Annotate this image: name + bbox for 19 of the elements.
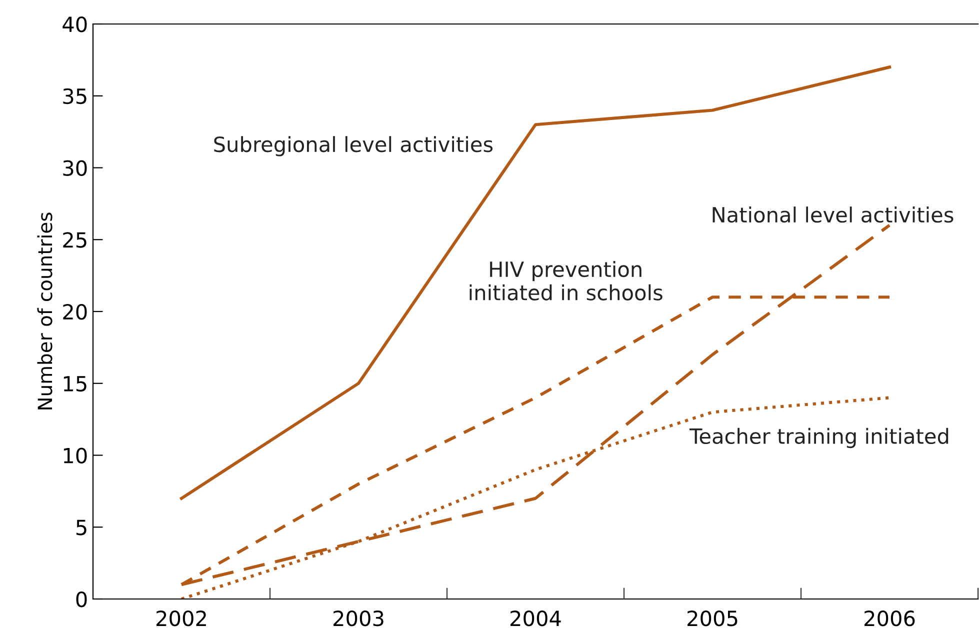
y-tick-label: 5 (76, 520, 86, 536)
y-tick-label: 25 (63, 232, 86, 248)
x-tick-label: 2002 (156, 610, 206, 626)
x-tick-label: 2006 (864, 610, 915, 626)
y-tick-label: 30 (63, 160, 87, 176)
series-label: Teacher training initiated (689, 428, 948, 448)
x-tick-label: 2003 (334, 610, 384, 626)
series-label: Subregional level activities (214, 136, 493, 156)
x-tick-label: 2005 (688, 610, 738, 626)
y-tick-label: 0 (76, 591, 87, 608)
x-tick-label: 2004 (510, 610, 561, 626)
y-axis-title: Number of countries (37, 212, 52, 410)
y-tick-label: 40 (62, 16, 87, 32)
y-tick-label: 35 (63, 88, 86, 104)
y-tick-label: 15 (64, 376, 86, 392)
text: National level activities (712, 206, 954, 223)
series-label: HIV prevention initiated in schools (470, 261, 662, 300)
y-tick-label: 20 (63, 304, 87, 320)
y-tick-label: 10 (64, 448, 87, 464)
